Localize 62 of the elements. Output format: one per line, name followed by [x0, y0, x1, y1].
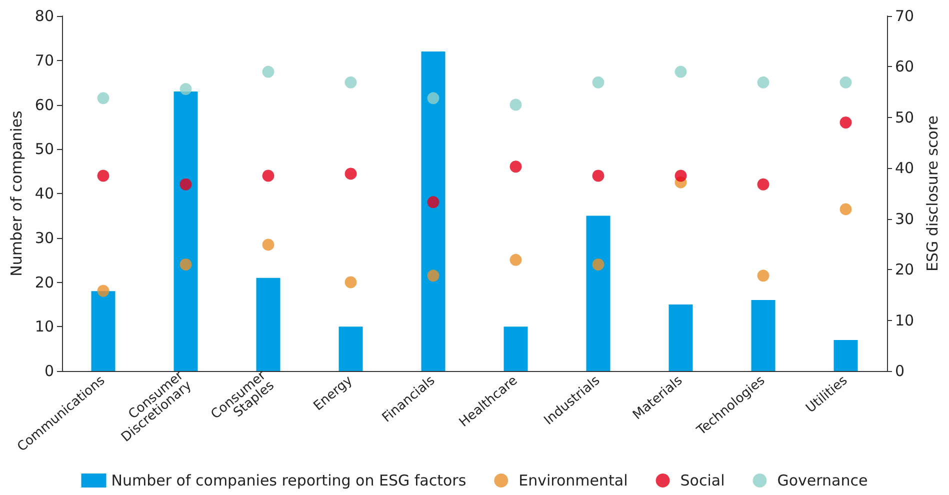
y-tick-label: 0: [44, 362, 54, 380]
y2-tick-label: 20: [895, 260, 914, 279]
point: [592, 76, 604, 88]
point: [97, 170, 110, 182]
point: [427, 92, 440, 104]
bar: [504, 326, 528, 371]
y-tick-label: 30: [34, 228, 54, 247]
point: [344, 168, 357, 180]
point: [510, 254, 522, 266]
bar: [256, 278, 280, 371]
point: [262, 238, 274, 251]
legend-label: Governance: [777, 472, 868, 490]
legend-label: Environmental: [518, 472, 628, 490]
bar: [91, 291, 116, 371]
bar: [174, 91, 198, 371]
y2-tick-label: 50: [895, 108, 914, 126]
point: [592, 258, 604, 270]
y2-axis-title: ESG disclosure score: [924, 116, 942, 272]
point: [674, 66, 687, 78]
point: [97, 284, 110, 297]
point: [427, 196, 440, 208]
point: [180, 83, 192, 96]
bar: [834, 340, 858, 371]
point: [757, 178, 770, 190]
bar: [751, 300, 776, 371]
y-tick-label: 20: [34, 273, 54, 292]
y-tick-label: 70: [34, 51, 54, 70]
point: [674, 170, 687, 182]
y-tick-label: 60: [34, 96, 54, 114]
legend-label: Social: [680, 472, 725, 490]
point: [757, 270, 770, 282]
y2-tick-label: 70: [895, 7, 914, 25]
y2-tick-label: 60: [895, 58, 914, 76]
point: [840, 76, 852, 88]
point: [510, 160, 522, 173]
point: [840, 203, 852, 216]
point: [510, 98, 522, 111]
point: [97, 92, 110, 104]
y-tick-label: 50: [34, 140, 54, 158]
point: [592, 170, 604, 182]
bar: [586, 216, 610, 371]
point: [262, 170, 274, 182]
y-tick-label: 10: [34, 318, 54, 336]
point: [262, 66, 274, 78]
y2-tick-label: 40: [895, 159, 914, 178]
point: [344, 76, 357, 88]
point: [757, 76, 770, 88]
point: [180, 258, 192, 270]
point: [427, 270, 440, 282]
y2-tick-label: 0: [895, 362, 905, 380]
bar: [421, 52, 446, 371]
point: [840, 116, 852, 128]
bar: [338, 326, 363, 371]
legend-label: Number of companies reporting on ESG factors: [111, 472, 466, 490]
point: [180, 178, 192, 190]
y2-tick-label: 30: [895, 210, 914, 228]
y2-tick-label: 10: [895, 311, 914, 330]
y-tick-label: 40: [34, 184, 54, 202]
y-tick-label: 80: [34, 7, 54, 25]
y-axis-title: Number of companies: [8, 110, 26, 276]
bar: [668, 304, 693, 371]
point: [344, 276, 357, 288]
